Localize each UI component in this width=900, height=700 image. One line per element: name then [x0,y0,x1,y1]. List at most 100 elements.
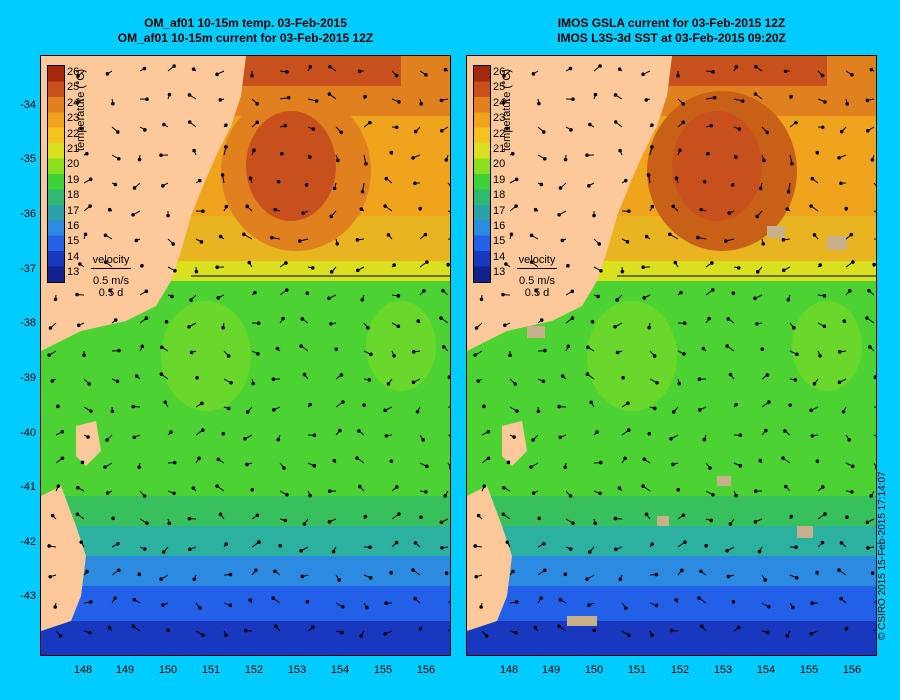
velocity-arrow-head [329,214,334,219]
velocity-arrow-head [161,550,166,554]
lat-tick: -36 [20,208,36,220]
velocity-arrow-head [865,98,870,103]
velocity-arrow-head [541,379,546,384]
velocity-arrow-head [418,206,423,211]
velocity-arrow-head [308,155,312,159]
colorbar-tick-label: 17 [67,204,80,217]
velocity-arrow-head [563,157,568,162]
velocity-arrow-head [473,353,477,357]
velocity-arrow-head [599,268,603,273]
colorbar-tick-label: 14 [493,250,506,263]
velocity-arrow-head [650,123,654,127]
velocity-arrow-head [753,520,758,524]
velocity-arrow-head [360,189,365,194]
left-title-line1: OM_af01 10-15m temp. 03-Feb-2015 [144,16,347,30]
lat-tick: -42 [20,536,36,548]
colorbar-tick-label: 26 [493,66,506,78]
velocity-arrow-head [501,512,506,517]
velocity-arrow-head [587,184,591,188]
colorbar-tick-label: 24 [67,96,80,109]
velocity-arrow-head [586,345,590,350]
warm-eddy-core [672,111,762,221]
velocity-arrow-head [837,350,842,354]
velocity-arrow-head [187,120,192,124]
velocity-arrow-head [566,344,571,349]
velocity-arrow-head [329,322,333,326]
velocity-arrow-head [641,72,645,77]
velocity-arrow-head [697,596,701,600]
velocity-arrow-head [441,288,445,293]
velocity-arrows [473,64,876,638]
velocity-arrow-head [386,382,391,386]
velocity-arrow-head [671,462,675,467]
velocity-arrow-head [256,352,260,356]
velocity-arrow-head [389,459,394,463]
velocity-arrow-head [411,568,415,572]
island-flinders [76,421,101,466]
velocity-arrow-head [542,568,547,573]
velocity-arrow-head [598,64,602,68]
velocity-arrow-head [820,73,825,78]
velocity-arrow-head [682,352,686,356]
velocity-arrow-head [334,347,339,351]
velocity-arrow-head [872,262,876,267]
velocity-arrow-head [368,120,372,125]
velocity-arrow-head [169,430,173,434]
velocity-arrow-head [730,183,735,187]
velocity-arrow-head [173,268,177,273]
velocity-arrow-head [585,372,590,376]
velocity-arrow-head [571,521,575,525]
velocity-arrow-head [394,540,399,545]
velocity-arrow-head [194,269,199,274]
colorbar-tick-label: 23 [493,112,506,125]
velocity-arrow-head [302,522,307,526]
velocity-arrow-head [642,457,647,462]
velocity-arrow-head [247,260,252,265]
velocity-arrow-head [704,543,708,548]
velocity-arrow-head [557,624,561,629]
velocity-arrow-head [444,158,449,162]
velocity-arrow [873,462,876,468]
velocity-arrow-head [699,624,704,629]
velocity-arrow-head [842,319,847,323]
velocity-arrow-head [476,379,481,383]
velocity-arrow-head [674,598,679,602]
velocity-arrow-head [627,209,631,214]
velocity-arrow-head [647,431,652,436]
velocity-arrow-head [823,100,827,104]
velocity-arrow-head [810,176,815,181]
velocity-arrow-head [142,66,147,71]
lat-tick: -35 [20,153,36,165]
velocity-arrow-head [226,406,231,411]
velocity-arrow-head [161,184,165,188]
velocity-arrow-head [541,130,546,134]
velocity-arrow-head [423,232,428,237]
velocity-arrow-head [563,465,567,470]
velocity-arrow [447,628,450,632]
velocity-arrow-head [597,242,602,246]
velocity-arrow-head [596,294,600,299]
velocity-arrow-head [53,297,58,302]
velocity-arrow-head [245,410,250,414]
velocity-arrow-head [678,148,682,153]
colorbar-tick-label: 22 [67,127,80,140]
velocity-arrow-head [474,574,479,579]
velocity-arrow-head [682,321,687,326]
velocity-arrow [873,600,876,604]
velocity-arrow-head [820,125,825,130]
velocity-arrow-head [482,484,487,488]
velocity-arrow-head [755,214,760,219]
velocity-arrow-head [357,69,362,74]
velocity-arrow-head [221,431,226,436]
velocity-duration: 0.5 d [98,287,124,299]
velocity-arrow-head [869,494,873,498]
velocity-arrow-head [558,435,563,440]
lon-tick: 154 [330,664,350,676]
velocity-arrow-head [189,298,193,302]
velocity-arrow-head [502,485,506,490]
velocity-arrow-head [421,438,426,442]
velocity-arrow-head [367,378,372,382]
velocity-arrow-head [757,549,762,554]
velocity-arrow-head [734,65,739,69]
velocity-arrow-head [113,182,118,187]
